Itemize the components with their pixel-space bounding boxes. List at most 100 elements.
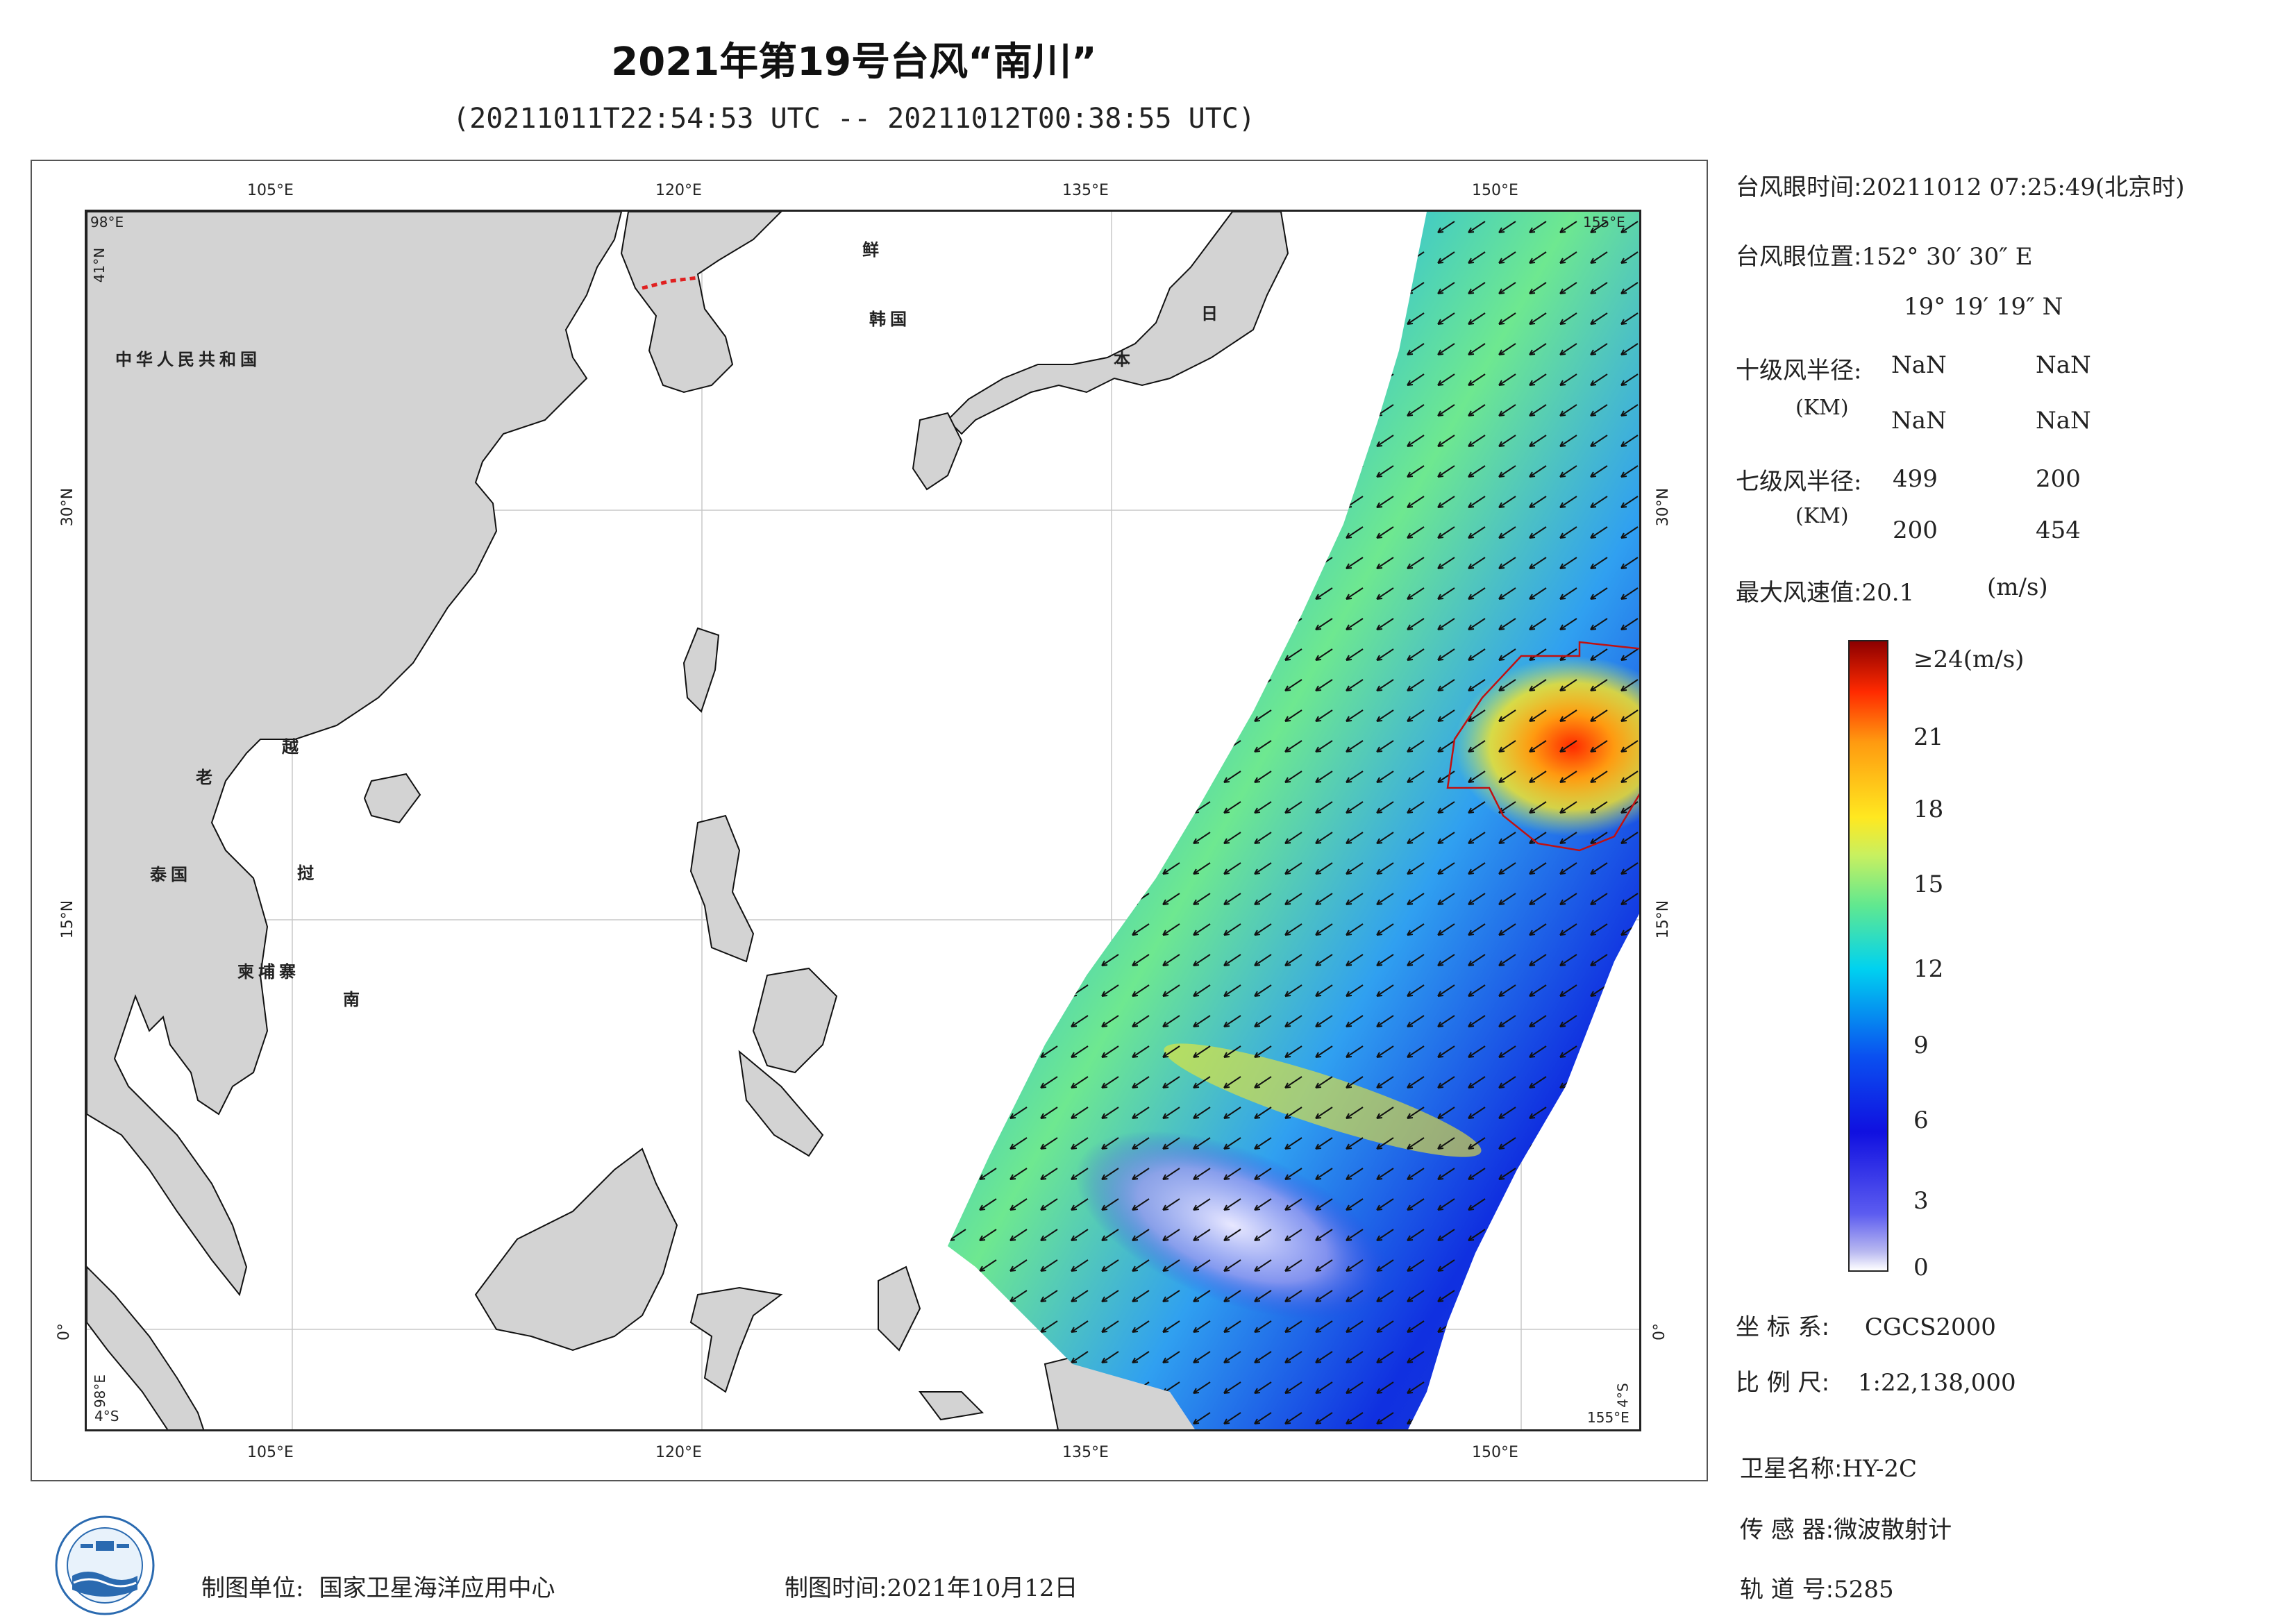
- lon-tick-top-135: 135°E: [1062, 182, 1109, 199]
- wind-speed-colorbar: [1848, 640, 1888, 1272]
- corner-lon-top-right: 155°E: [1583, 214, 1625, 230]
- label-vietnam-3: 南: [343, 990, 364, 1009]
- label-korea-south: 韩国: [869, 310, 911, 329]
- r7-label: 七级风半径:: [1736, 468, 1862, 496]
- taiwan: [682, 627, 720, 713]
- production-time-label: 制图时间:: [785, 1574, 887, 1602]
- r10-sw: NaN: [1891, 407, 1947, 435]
- label-japan-2: 本: [1114, 350, 1134, 369]
- coord-label: 坐 标 系:: [1736, 1313, 1830, 1341]
- r10-se: NaN: [2036, 351, 2091, 379]
- production-time-value: 2021年10月12日: [887, 1574, 1078, 1602]
- map-title: 2021年第19号台风“南川”: [611, 40, 1097, 85]
- map-svg: [87, 212, 1639, 1429]
- lat-tick-right-0: 0°: [1651, 1323, 1668, 1340]
- max-wind-unit: (m/s): [1987, 573, 2048, 601]
- eye-pos-label: 台风眼位置:: [1736, 243, 1862, 271]
- eye-time-label: 台风眼时间:: [1736, 174, 1862, 201]
- label-cambodia: 柬埔寨: [237, 962, 300, 982]
- lat-tick-left-0: 0°: [56, 1323, 73, 1340]
- r10-ne: NaN: [1891, 351, 1947, 379]
- coord-system: 坐 标 系: CGCS2000: [1736, 1308, 1996, 1342]
- label-korea-north: 鲜: [862, 240, 883, 260]
- sensor-label: 传 感 器:: [1740, 1516, 1834, 1544]
- label-china: 中华人民共和国: [115, 350, 261, 369]
- lat-tick-right-30: 30°N: [1654, 487, 1673, 527]
- orbit-number: 轨 道 号:5285: [1740, 1570, 1894, 1604]
- asia-mainland: [87, 212, 623, 1297]
- orbit-label: 轨 道 号:: [1740, 1576, 1834, 1604]
- r7-ne: 499: [1893, 465, 1938, 493]
- r10-nw: NaN: [2036, 407, 2091, 435]
- map-area: [85, 210, 1641, 1431]
- lat-tick-right-15: 15°N: [1654, 900, 1673, 939]
- lon-tick-top-150: 150°E: [1472, 182, 1518, 199]
- eye-position: 台风眼位置:152° 30′ 30″ E: [1736, 237, 2033, 271]
- label-laos: 老: [196, 768, 217, 787]
- sensor: 传 感 器:微波散射计: [1740, 1511, 1952, 1545]
- satellite-name: 卫星名称:HY-2C: [1740, 1449, 1917, 1483]
- sat-value: HY-2C: [1842, 1455, 1917, 1483]
- colorbar-tick-18: 18: [1913, 796, 1944, 823]
- producer-label: 制图单位:: [201, 1574, 304, 1602]
- hainan: [363, 773, 421, 824]
- producer-value: 国家卫星海洋应用中心: [319, 1574, 555, 1602]
- map-frame: [31, 160, 1708, 1481]
- borneo: [474, 1147, 678, 1352]
- r7-unit: (KM): [1795, 504, 1849, 528]
- time-range-subtitle: (20211011T22:54:53 UTC -- 20211012T00:38…: [453, 103, 1255, 135]
- corner-lat-bottom-left: 4°S: [94, 1408, 119, 1424]
- moluccas: [878, 1265, 984, 1421]
- label-thailand: 泰国: [150, 865, 192, 884]
- philippines: [689, 814, 838, 1157]
- eye-pos-lat: 19° 19′ 19″ N: [1904, 293, 2063, 321]
- producer: 制图单位: 国家卫星海洋应用中心: [201, 1569, 555, 1603]
- orbit-value: 5285: [1834, 1576, 1894, 1604]
- corner-lon-bottom-right: 155°E: [1587, 1409, 1629, 1426]
- label-japan-1: 日: [1201, 304, 1222, 323]
- lon-tick-top-105: 105°E: [247, 182, 294, 199]
- colorbar-tick-12: 12: [1913, 955, 1944, 983]
- r7-nw: 454: [2036, 516, 2081, 544]
- sumatra: [87, 1265, 205, 1429]
- r10-label: 十级风半径:: [1736, 357, 1862, 385]
- corner-lon-top-left: 98°E: [90, 214, 124, 230]
- japan: [946, 212, 1289, 435]
- corner-lon-bottom-left: 98°E: [92, 1374, 109, 1408]
- eye-time: 台风眼时间:20211012 07:25:49(北京时): [1736, 168, 2185, 202]
- coord-value: CGCS2000: [1864, 1313, 1996, 1341]
- eye-pos-lon: 152° 30′ 30″ E: [1861, 243, 2033, 271]
- sat-label: 卫星名称:: [1740, 1455, 1843, 1483]
- production-time: 制图时间:2021年10月12日: [785, 1569, 1078, 1603]
- r7-sw: 200: [1893, 516, 1938, 544]
- wind-arrows: [948, 212, 1639, 1429]
- kyushu: [912, 412, 963, 491]
- map-scale: 比 例 尺: 1:22,138,000: [1736, 1363, 2016, 1397]
- lon-tick-top-120: 120°E: [655, 182, 702, 199]
- colorbar-tick-6: 6: [1913, 1107, 1929, 1134]
- max-wind-label: 最大风速值:: [1736, 579, 1862, 607]
- r7-se: 200: [2036, 465, 2081, 493]
- scale-label: 比 例 尺:: [1736, 1369, 1830, 1397]
- wind-radius-outline: [1446, 641, 1639, 852]
- lon-tick-bottom-120: 120°E: [655, 1444, 702, 1461]
- lon-tick-bottom-150: 150°E: [1472, 1444, 1518, 1461]
- label-vietnam-2: 挝: [297, 864, 318, 883]
- korean-peninsula: [620, 212, 782, 394]
- lon-tick-bottom-105: 105°E: [247, 1444, 294, 1461]
- colorbar-max-label: ≥24(m/s): [1913, 646, 2025, 673]
- lat-tick-left-15: 15°N: [59, 900, 77, 939]
- colorbar-tick-21: 21: [1913, 723, 1944, 751]
- sensor-value: 微波散射计: [1834, 1516, 1952, 1544]
- colorbar-tick-9: 9: [1913, 1032, 1929, 1059]
- colorbar-tick-0: 0: [1913, 1254, 1929, 1281]
- corner-lat-bottom-right: 4°S: [1614, 1383, 1632, 1408]
- colorbar-tick-15: 15: [1913, 871, 1944, 898]
- eye-time-value: 20211012 07:25:49(北京时): [1861, 174, 2185, 201]
- nsoas-logo-icon: [55, 1515, 155, 1615]
- max-wind: 最大风速值:20.1: [1736, 573, 1914, 607]
- max-wind-value: 20.1: [1861, 579, 1915, 607]
- corner-lat-top-left: 41°N: [91, 247, 108, 283]
- sulawesi: [689, 1286, 783, 1393]
- lat-tick-left-30: 30°N: [59, 487, 77, 527]
